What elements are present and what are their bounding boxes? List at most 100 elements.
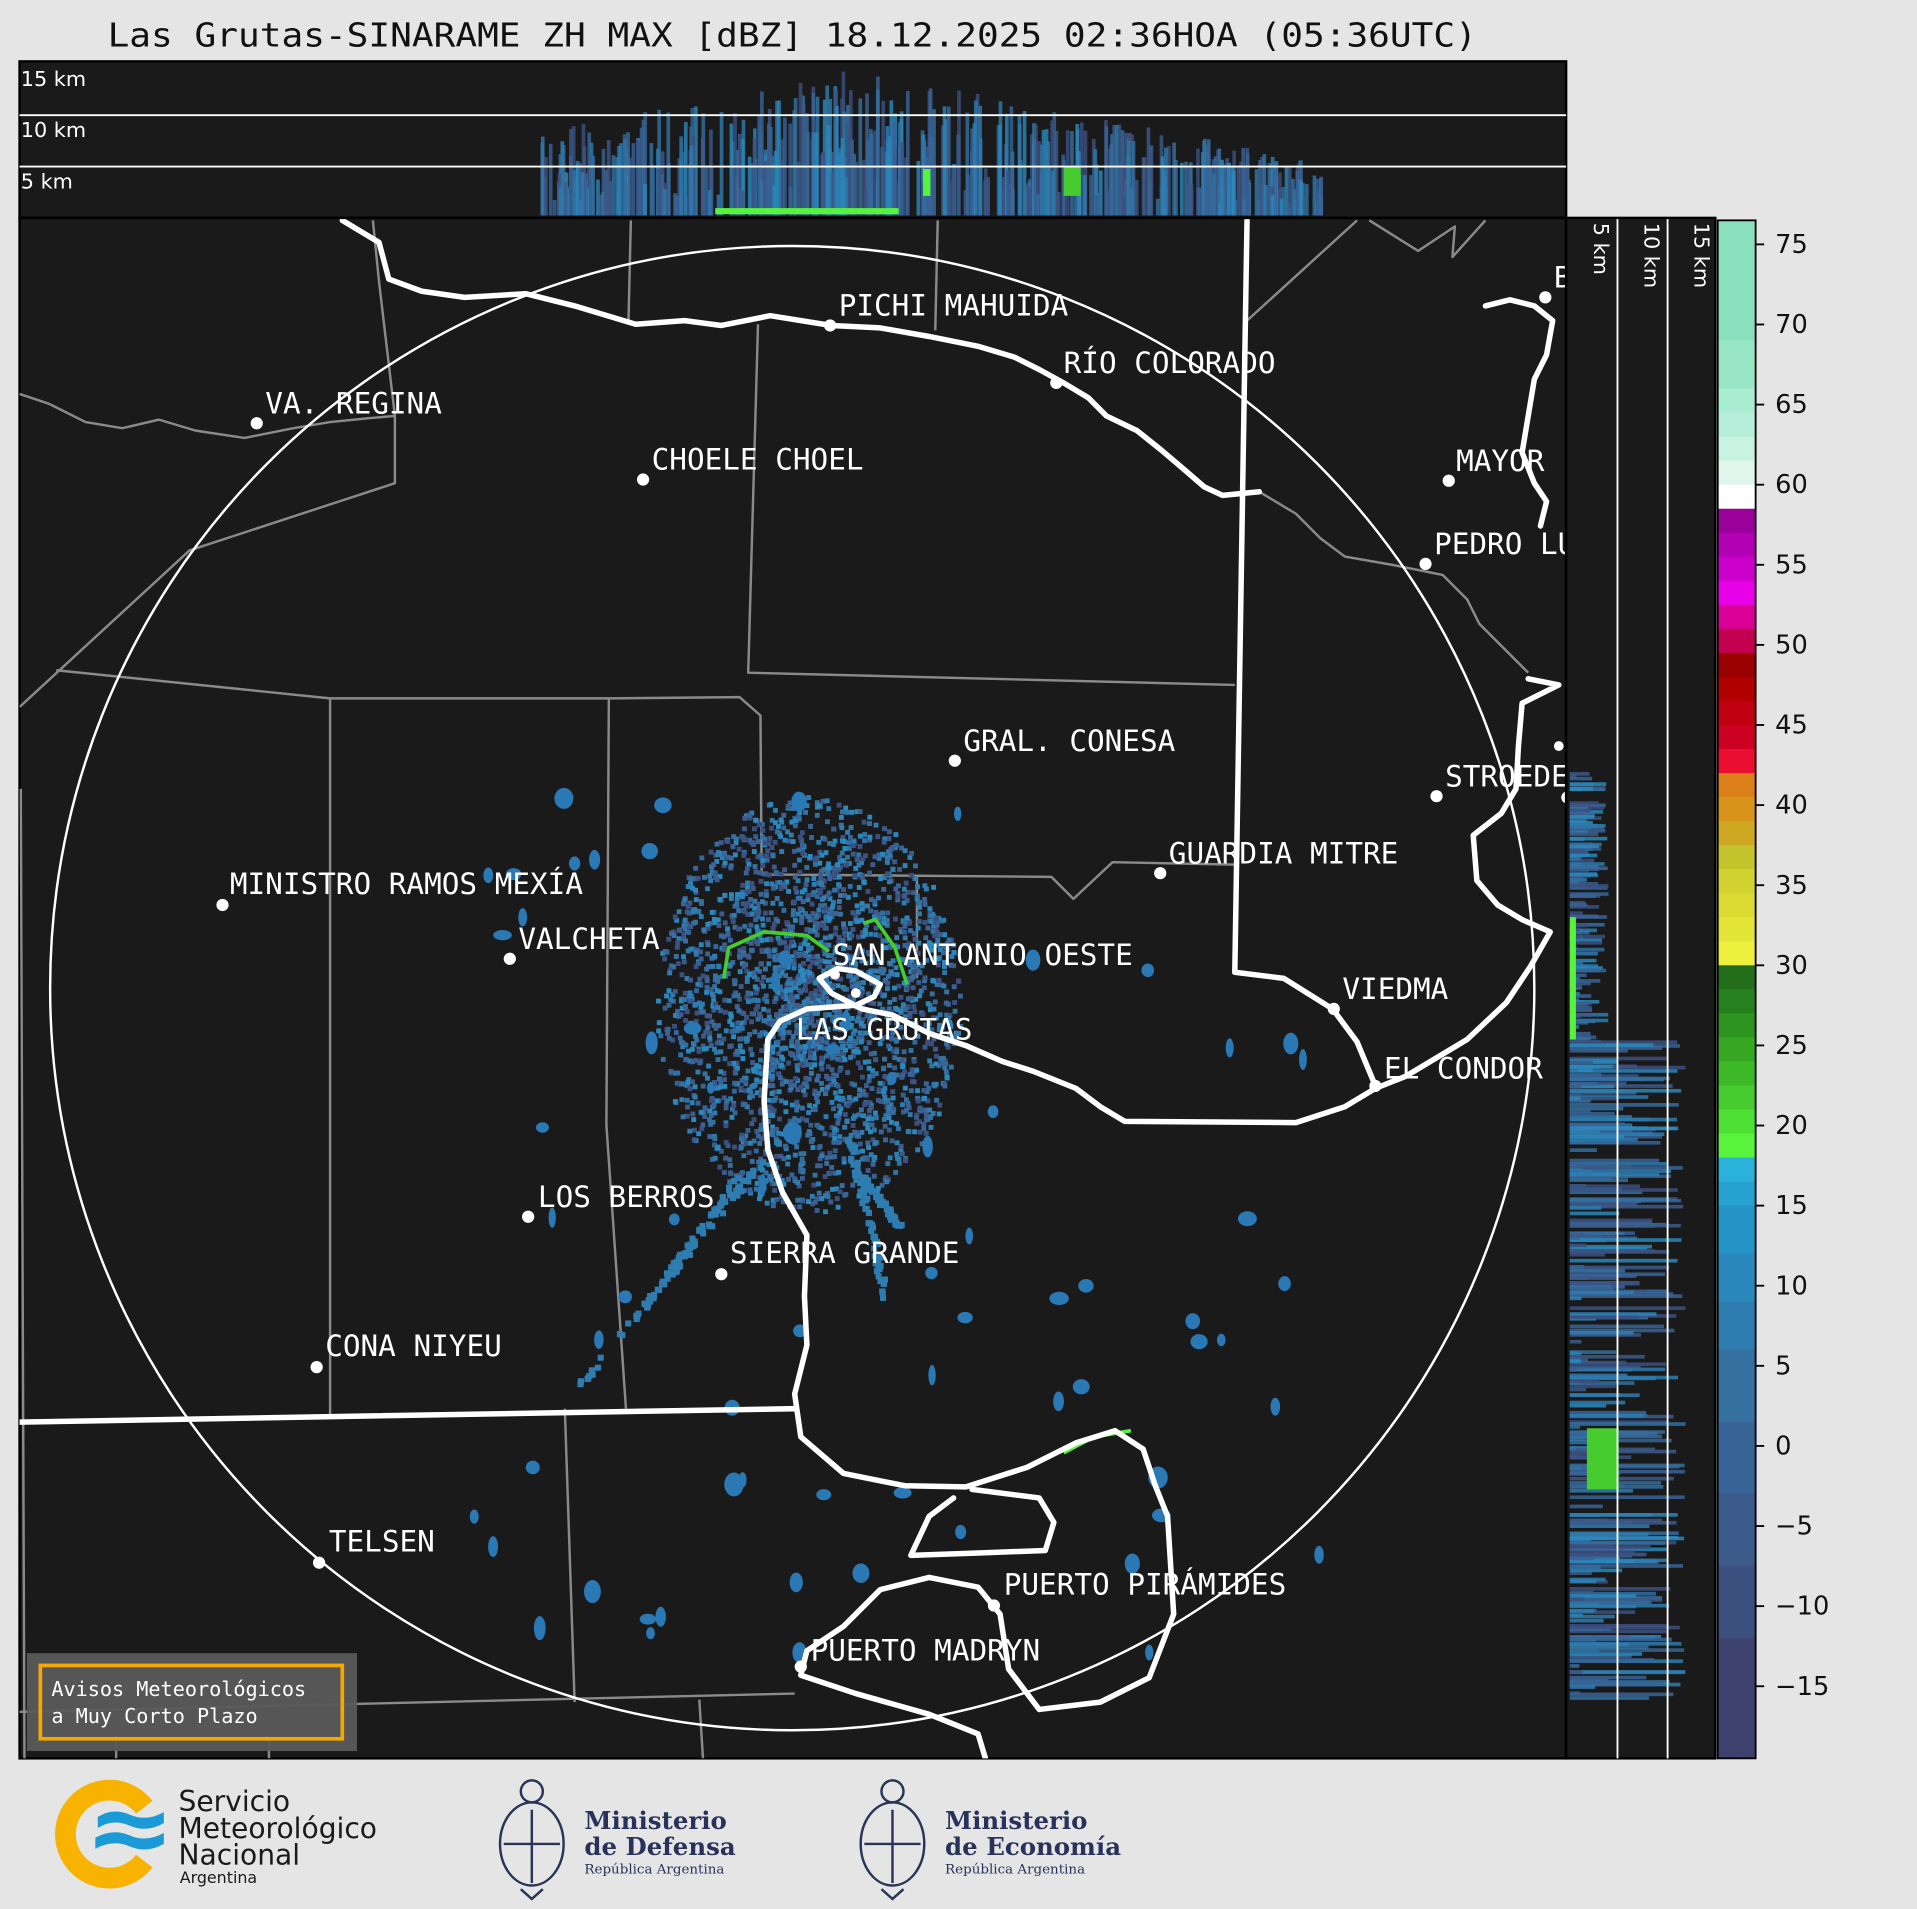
echo-pixel <box>799 967 805 973</box>
echo-pixel <box>854 809 860 815</box>
city-puerto-piramides[interactable]: PUERTO PIRÁMIDES <box>987 1567 1286 1612</box>
echo-column <box>603 170 608 216</box>
city-viedma[interactable]: VIEDMA <box>1327 972 1449 1016</box>
city-los-berros[interactable]: LOS BERROS <box>522 1180 715 1223</box>
city-rio-colorado[interactable]: RÍO COLORADO <box>1050 345 1276 390</box>
echo-pixel <box>809 991 815 996</box>
echo-pixel <box>782 884 788 890</box>
city-valcheta[interactable]: VALCHETA <box>503 922 660 965</box>
echo-pixel <box>865 1100 871 1105</box>
city-puerto-madryn[interactable]: PUERTO MADRYN <box>794 1634 1040 1673</box>
echo-column <box>850 139 854 216</box>
echo-column <box>777 100 781 216</box>
colorbar-tick-label: 55 <box>1775 550 1808 580</box>
city-mayor[interactable]: MAYOR <box>1442 444 1545 487</box>
echo-pixel <box>711 1022 717 1028</box>
echo-pixel <box>894 1151 900 1157</box>
echo-pixel <box>734 1060 740 1066</box>
echo-column <box>1312 175 1317 216</box>
echo-pixel <box>790 924 795 930</box>
echo-column <box>1079 122 1084 216</box>
echo-pixel <box>901 1049 907 1055</box>
echo-pixel <box>846 1038 852 1044</box>
echo-row <box>1569 1350 1617 1354</box>
echo-pixel <box>700 973 706 979</box>
economia-text-3: República Argentina <box>945 1862 1085 1877</box>
echo-pixel <box>951 963 957 969</box>
echo-pixel <box>908 969 914 975</box>
echo-pixel <box>735 926 741 932</box>
city-choele-choel[interactable]: CHOELE CHOEL <box>636 443 864 486</box>
echo-pixel <box>923 1112 929 1118</box>
echo-pixel <box>835 1051 841 1057</box>
echo-pixel <box>811 1023 817 1029</box>
echo-pixel <box>945 947 951 953</box>
echo-pixel <box>930 911 936 917</box>
city-pichi-mahuida[interactable]: PICHI MAHUIDA <box>824 289 1069 332</box>
echo-pixel <box>842 1040 848 1046</box>
echo-pixel <box>913 863 918 869</box>
city-las-grutas[interactable]: LAS GRUTAS <box>796 988 973 1046</box>
echo-pixel <box>774 957 780 963</box>
echo-pixel <box>792 862 798 868</box>
city-label: MINISTRO RAMOS MEXÍA <box>230 866 583 901</box>
echo-pixel <box>664 949 670 955</box>
echo-pixel <box>885 980 891 986</box>
echo-pixel <box>843 805 849 811</box>
echo-pixel <box>832 1154 837 1160</box>
echo-pixel <box>850 910 856 916</box>
echo-pixel <box>728 1011 734 1017</box>
echo-pixel <box>873 1193 880 1201</box>
city-ministro-ramos-mexia[interactable]: MINISTRO RAMOS MEXÍA <box>216 866 583 912</box>
echo-column <box>1291 178 1295 216</box>
echo-pixel <box>886 1020 892 1026</box>
echo-pixel <box>817 1044 823 1050</box>
alerts-legend-box[interactable]: Avisos Meteorológicos a Muy Corto Plazo <box>26 1653 357 1752</box>
echo-pixel <box>838 1106 844 1112</box>
city-gral-conesa[interactable]: GRAL. CONESA <box>948 724 1176 767</box>
city-sierra-grande[interactable]: SIERRA GRANDE <box>715 1236 959 1281</box>
city-guardia-mitre[interactable]: GUARDIA MITRE <box>1154 836 1398 880</box>
echo-pixel <box>773 1153 779 1159</box>
echo-pixel <box>840 1095 845 1101</box>
echo-pixel <box>745 865 750 871</box>
echo-pixel <box>882 1095 888 1100</box>
city-cona-niyeu[interactable]: CONA NIYEU <box>310 1329 502 1374</box>
echo-row <box>1569 1664 1580 1668</box>
echo-pixel <box>693 1033 698 1039</box>
echo-pixel <box>863 853 868 859</box>
city-pedro-luro[interactable]: PEDRO LU <box>1419 527 1575 570</box>
echo-column <box>1188 166 1192 216</box>
echo-pixel <box>756 1064 762 1070</box>
echo-column <box>649 143 654 216</box>
city-telsen[interactable]: TELSEN <box>312 1525 435 1569</box>
echo-pixel <box>779 1062 784 1068</box>
echo-pixel <box>778 1008 784 1014</box>
echo-pixel <box>836 935 842 940</box>
echo-core <box>1586 1428 1619 1490</box>
national-emblem-icon <box>859 1779 926 1901</box>
city-stroeder[interactable]: STROEDE <box>1430 759 1568 803</box>
city-san-antonio-oeste[interactable]: SAN ANTONIO OESTE <box>830 938 1133 980</box>
echo-pixel <box>815 1099 821 1105</box>
echo-pixel <box>882 826 887 832</box>
echo-pixel <box>749 1159 755 1164</box>
echo-pixel <box>726 1186 733 1193</box>
radar-map[interactable]: PICHI MAHUIDA RÍO COLORADO VA. REGINA CH… <box>18 216 1576 1760</box>
echo-pixel <box>670 992 676 998</box>
echo-cell <box>928 1364 936 1386</box>
echo-pixel <box>728 863 734 869</box>
echo-row <box>1569 853 1598 858</box>
echo-pixel <box>823 1193 828 1199</box>
echo-row <box>1569 1637 1672 1642</box>
city-b[interactable]: B <box>1539 261 1571 304</box>
city-va-regina[interactable]: VA. REGINA <box>250 387 443 430</box>
echo-pixel <box>826 890 832 896</box>
echo-column <box>1094 164 1099 216</box>
city-el-condor[interactable]: EL CONDOR <box>1369 1052 1543 1093</box>
echo-row <box>1569 1060 1593 1065</box>
echo-pixel <box>776 1051 782 1057</box>
echo-row <box>1569 1031 1591 1036</box>
echo-pixel <box>911 930 917 936</box>
echo-pixel <box>846 1140 853 1147</box>
